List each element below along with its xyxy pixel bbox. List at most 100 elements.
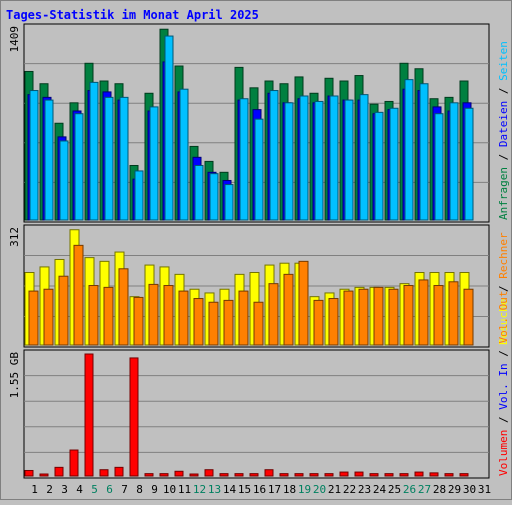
bar-seiten-day-7 <box>119 96 129 221</box>
x-label-day-17: 17 <box>268 483 281 496</box>
bar-rechner-day-14 <box>223 299 234 346</box>
legend-separator: / <box>497 344 510 364</box>
bar-seiten-day-9 <box>149 106 159 221</box>
x-label-day-15: 15 <box>238 483 251 496</box>
x-label-day-4: 4 <box>76 483 83 496</box>
bar-volumen-day-22 <box>339 471 349 477</box>
bar-seiten-day-6 <box>104 96 114 221</box>
bar-seiten-day-14 <box>224 184 234 221</box>
bar-volumen-day-7 <box>114 466 124 477</box>
bar-rechner-day-11 <box>178 290 189 346</box>
bar-rechner-day-7 <box>118 268 129 346</box>
panel-bottom-frame <box>23 349 490 479</box>
legend-separator: / <box>497 81 510 101</box>
bar-seiten-day-27 <box>419 83 429 221</box>
bar-seiten-day-4 <box>74 113 84 221</box>
bar-volumen-day-2 <box>39 473 49 477</box>
x-label-day-28: 28 <box>433 483 446 496</box>
x-label-day-13: 13 <box>208 483 221 496</box>
x-label-day-5: 5 <box>91 483 98 496</box>
legend-anfragen: Anfragen <box>497 167 510 220</box>
bar-seiten-day-12 <box>194 164 204 221</box>
panel-middle: 312 Besuche / Rechner <box>8 224 510 348</box>
bar-seiten-day-30 <box>464 107 474 221</box>
bar-seiten-day-23 <box>359 94 369 221</box>
bar-volumen-day-19 <box>294 473 304 477</box>
bar-rechner-day-26 <box>403 285 414 346</box>
panel-bottom-legend: Volumen / Vol. In / Vol. Out <box>497 291 510 476</box>
bar-volumen-day-10 <box>159 473 169 477</box>
legend-rechner: Rechner <box>497 232 510 279</box>
chart-title: Tages-Statistik im Monat April 2025 <box>6 8 259 22</box>
legend-volout: Vol. Out <box>497 291 510 344</box>
bar-seiten-day-18 <box>284 102 294 221</box>
panel-bottom: 1.55 GB Volumen / Vol. In / Vol. Out <box>8 291 510 479</box>
bar-rechner-day-4 <box>73 244 84 346</box>
bar-volumen-day-13 <box>204 469 214 477</box>
bar-volumen-day-14 <box>219 473 229 477</box>
x-label-day-27: 27 <box>418 483 431 496</box>
bar-seiten-day-20 <box>314 100 324 221</box>
legend-separator: / <box>497 147 510 167</box>
bar-seiten-day-17 <box>269 90 279 221</box>
bar-rechner-day-27 <box>418 279 429 346</box>
bar-volumen-day-1 <box>24 469 34 477</box>
bar-rechner-day-18 <box>283 273 294 346</box>
x-label-day-24: 24 <box>373 483 387 496</box>
x-axis-labels: 1 2 3 4 5 6 7 8 9 10 11 12 13 14 15 16 17 18 19 20 21 22 23 24 2… <box>31 483 491 496</box>
bar-seiten-day-28 <box>434 113 444 221</box>
bar-seiten-day-22 <box>344 99 354 221</box>
panel-top-ymax-label: 1409 <box>8 26 21 53</box>
x-label-day-19: 19 <box>298 483 311 496</box>
x-label-day-3: 3 <box>61 483 68 496</box>
legend-separator: / <box>497 279 510 299</box>
bar-rechner-day-3 <box>58 275 69 346</box>
bar-volumen-day-3 <box>54 466 64 477</box>
bar-seiten-day-1 <box>29 90 39 221</box>
bar-rechner-day-23 <box>358 288 369 346</box>
bar-seiten-day-26 <box>404 79 414 221</box>
bar-rechner-day-2 <box>43 288 54 346</box>
bar-seiten-day-3 <box>59 140 69 221</box>
bar-seiten-day-25 <box>389 107 399 221</box>
bar-volumen-day-21 <box>324 473 334 477</box>
x-label-day-29: 29 <box>448 483 461 496</box>
bar-rechner-day-8 <box>133 296 144 346</box>
bar-volumen-day-16 <box>249 473 259 477</box>
x-label-day-11: 11 <box>178 483 191 496</box>
x-label-day-14: 14 <box>223 483 237 496</box>
bar-rechner-day-29 <box>448 281 459 346</box>
x-label-day-18: 18 <box>283 483 296 496</box>
bar-volumen-day-4 <box>69 449 79 477</box>
x-label-day-2: 2 <box>46 483 53 496</box>
bar-rechner-day-5 <box>88 285 99 346</box>
bar-volumen-day-6 <box>99 469 109 477</box>
bar-rechner-day-19 <box>298 260 309 346</box>
bar-seiten-day-19 <box>299 95 309 221</box>
bar-rechner-day-12 <box>193 298 204 346</box>
bar-volumen-day-9 <box>144 473 154 477</box>
bar-seiten-day-21 <box>329 95 339 221</box>
x-label-day-22: 22 <box>343 483 356 496</box>
bar-volumen-day-24 <box>369 473 379 477</box>
bar-volumen-day-20 <box>309 473 319 477</box>
bar-seiten-day-29 <box>449 102 459 221</box>
bar-volumen-day-12 <box>189 473 199 477</box>
bar-volumen-day-18 <box>279 473 289 477</box>
bar-volumen-day-28 <box>429 472 439 477</box>
bar-rechner-day-9 <box>148 283 159 346</box>
bar-rechner-day-28 <box>433 285 444 346</box>
legend-seiten: Seiten <box>497 41 510 81</box>
bar-volumen-day-26 <box>399 473 409 477</box>
bar-rechner-day-16 <box>253 301 264 346</box>
bar-volumen-day-29 <box>444 473 454 477</box>
bar-rechner-day-25 <box>388 288 399 346</box>
bar-volumen-day-15 <box>234 473 244 477</box>
bar-volumen-day-8 <box>129 357 139 477</box>
chart-panels: 1409 Anfragen / Dateien / Seiten 312 Besuch… <box>8 23 510 479</box>
bar-volumen-day-23 <box>354 471 364 477</box>
x-label-day-10: 10 <box>163 483 176 496</box>
bar-rechner-day-20 <box>313 299 324 346</box>
